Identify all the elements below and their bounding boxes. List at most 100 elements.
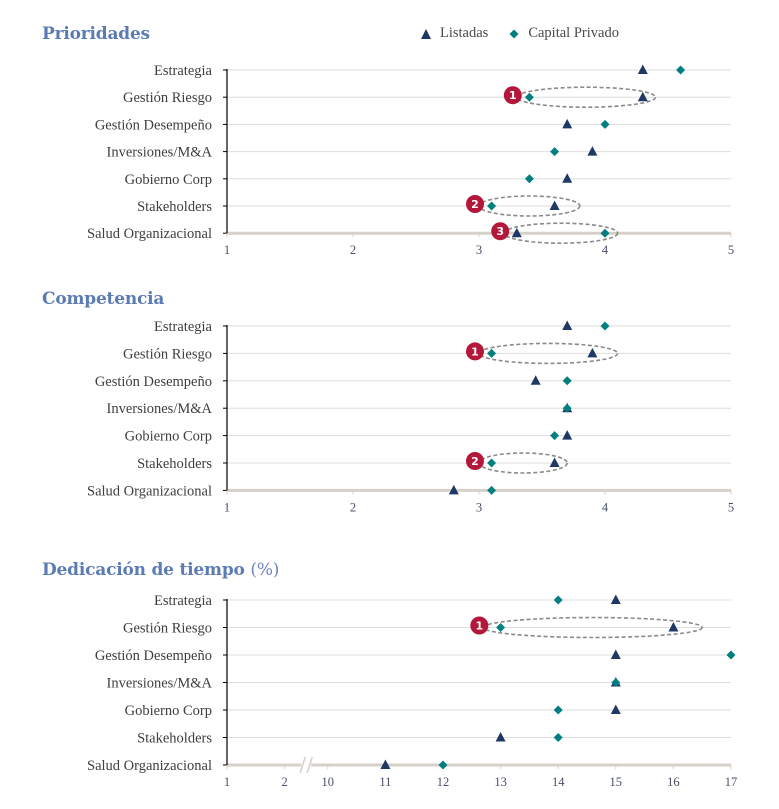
x-tick-label: 2 (350, 243, 356, 257)
x-tick-label: 14 (552, 775, 565, 789)
point-capital-privado (562, 403, 572, 413)
point-capital-privado (553, 733, 563, 742)
point-listadas (610, 704, 621, 714)
point-capital-privado (600, 228, 610, 238)
point-capital-privado (550, 431, 560, 441)
point-listadas (587, 347, 598, 358)
point-capital-privado (611, 678, 621, 687)
panel-title-text: Prioridades (42, 24, 150, 44)
panel-title-prioridades: Prioridades (42, 24, 150, 44)
x-tick-label: 4 (602, 500, 609, 514)
panel-title-text: Dedicación de tiempo (42, 560, 245, 580)
point-capital-privado (487, 348, 497, 358)
point-capital-privado (524, 174, 534, 184)
legend-item-listadas: Listadas (420, 25, 488, 42)
x-tick-label: 12 (437, 775, 450, 789)
annotation-badge-label: 1 (471, 345, 479, 358)
chart-panel-2: Estrategia Gestión Riesgo Gestión Desempeñ… (87, 593, 737, 789)
chart-panel-0: Estrategia Gestión Riesgo Gestión Desempeñ… (87, 63, 734, 257)
point-capital-privado (553, 595, 563, 605)
point-capital-privado (600, 119, 610, 129)
x-tick-label: 13 (494, 775, 507, 789)
x-tick-label: 16 (667, 775, 680, 789)
diamond-marker-icon (509, 29, 519, 38)
point-capital-privado (676, 65, 686, 75)
point-capital-privado (496, 623, 506, 632)
annotation-badge (466, 195, 484, 213)
point-listadas (562, 320, 573, 330)
point-capital-privado (524, 92, 534, 102)
triangle-marker-icon (421, 28, 431, 39)
point-listadas (448, 484, 459, 495)
category-label: Gestión Riesgo (123, 346, 212, 362)
category-label: Salud Organizacional (87, 483, 212, 499)
category-label: Salud Organizacional (87, 758, 212, 774)
category-label: Gobierno Corp (125, 429, 212, 445)
x-tick-label: 3 (476, 243, 482, 257)
annotation-ellipse (515, 86, 657, 108)
category-label: Inversiones/M&A (106, 676, 212, 692)
x-tick-label: 3 (476, 500, 482, 514)
point-capital-privado (487, 201, 497, 211)
x-tick-label: 11 (379, 775, 391, 789)
panel-title-text: Competencia (42, 289, 165, 309)
x-tick-label: 4 (602, 243, 609, 257)
point-capital-privado (487, 458, 497, 468)
point-capital-privado (438, 760, 448, 770)
category-label: Estrategia (154, 319, 213, 335)
category-label: Gobierno Corp (125, 172, 212, 188)
axis-break-gap (301, 757, 312, 773)
point-listadas (668, 622, 679, 632)
annotation-badge (466, 342, 484, 361)
annotation-badge-label: 2 (471, 455, 479, 468)
category-label: Stakeholders (137, 199, 212, 215)
chart-panel-1: Estrategia Gestión Riesgo Gestión Desempeñ… (87, 319, 734, 514)
category-label: Gobierno Corp (125, 703, 212, 719)
point-listadas (610, 594, 621, 604)
point-listadas (562, 173, 573, 183)
point-capital-privado (553, 705, 563, 715)
legend: Listadas Capital Privado (420, 25, 633, 42)
panel-title-competencia: Competencia (42, 289, 164, 309)
point-listadas (587, 146, 598, 156)
axis-break-mark (299, 756, 306, 774)
x-tick-label: 2 (350, 500, 356, 514)
point-listadas (637, 64, 648, 74)
category-label: Gestión Desempeño (95, 374, 212, 390)
panel-title-dedicacion: Dedicación de tiempo (%) (42, 560, 279, 580)
annotation-badge-label: 1 (509, 89, 517, 102)
panel-title-unit: (%) (250, 560, 280, 580)
category-label: Inversiones/M&A (106, 145, 212, 161)
annotation-badge-label: 1 (475, 620, 483, 633)
category-label: Estrategia (154, 63, 213, 79)
category-label: Gestión Riesgo (123, 90, 212, 106)
point-capital-privado (600, 321, 610, 331)
x-tick-label: 1 (224, 243, 230, 257)
category-label: Inversiones/M&A (106, 401, 212, 417)
point-capital-privado (726, 650, 736, 660)
x-tick-label: 5 (728, 243, 734, 257)
legend-label-capital-privado: Capital Privado (528, 25, 619, 41)
x-tick-label: 5 (728, 500, 734, 514)
category-label: Stakeholders (137, 731, 212, 747)
point-listadas (495, 732, 506, 742)
annotation-ellipse (478, 342, 619, 365)
point-listadas (530, 375, 541, 385)
point-listadas (562, 118, 573, 129)
point-listadas (549, 457, 560, 467)
annotation-badge (503, 86, 522, 105)
annotation-badge (491, 222, 510, 241)
point-capital-privado (562, 376, 572, 386)
x-tick-label: 17 (725, 775, 738, 789)
x-tick-label: 2 (281, 775, 287, 789)
category-label: Gestión Desempeño (95, 648, 212, 664)
point-capital-privado (487, 485, 497, 495)
category-label: Gestión Riesgo (123, 621, 212, 637)
x-tick-label: 1 (224, 500, 230, 514)
axis-break-mark (306, 756, 313, 774)
point-listadas (637, 91, 648, 102)
point-listadas (562, 430, 573, 440)
category-label: Estrategia (154, 593, 213, 609)
category-label: Stakeholders (137, 456, 212, 472)
